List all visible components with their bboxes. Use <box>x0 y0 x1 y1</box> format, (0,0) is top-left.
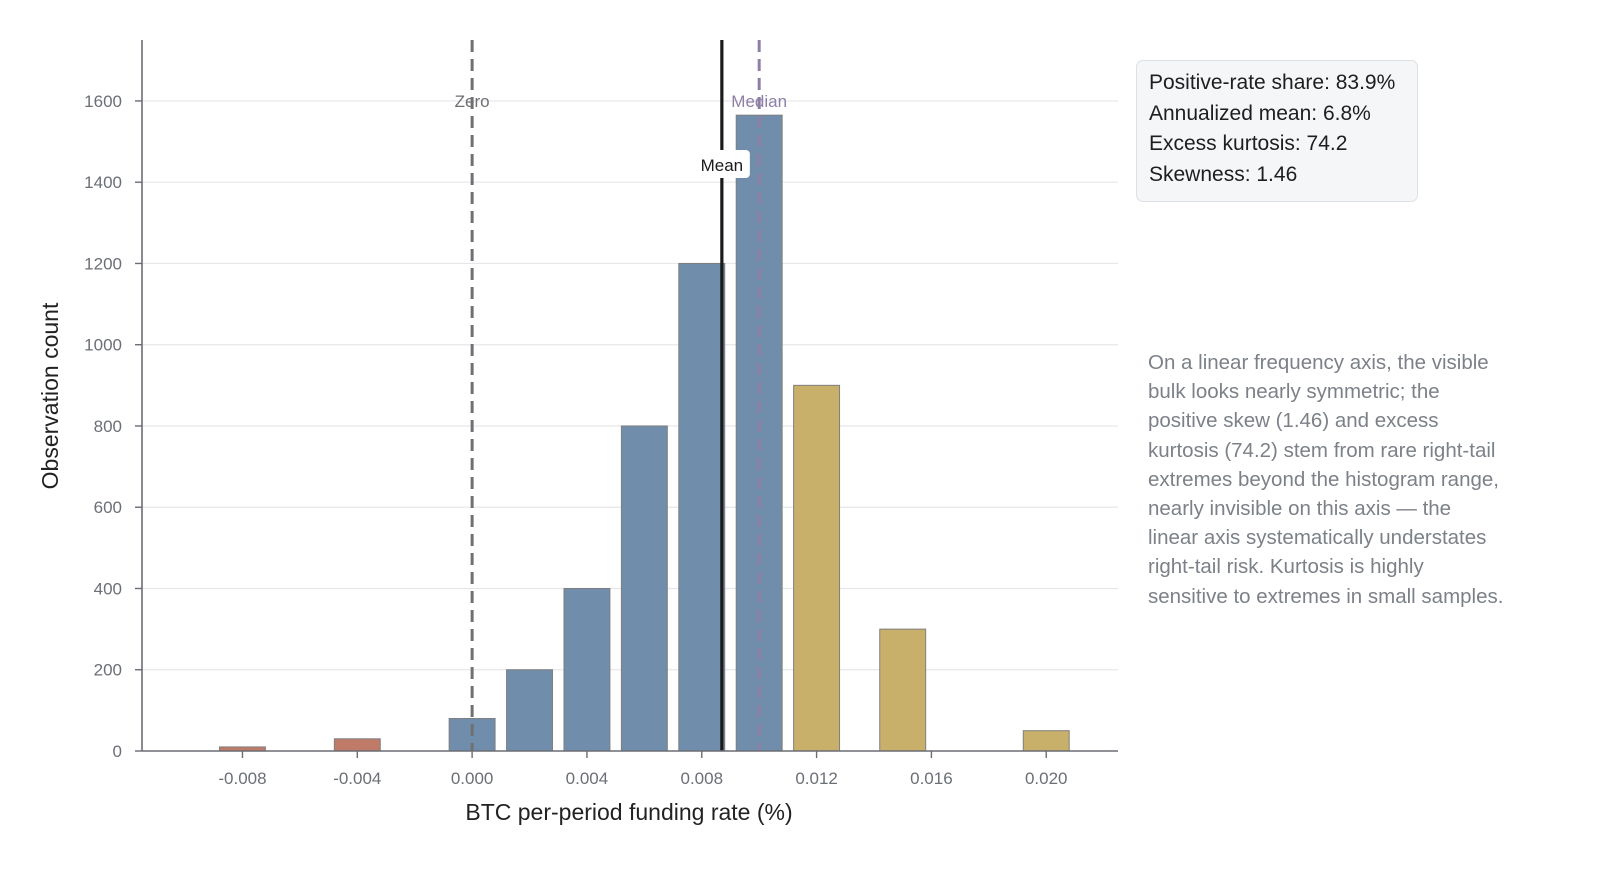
note-line: right-tail risk. Kurtosis is highly <box>1148 555 1424 579</box>
y-axis-ticks: 0 200 400 600 800 1000 1200 1400 1600 <box>84 92 142 761</box>
stat-excess-kurtosis: Excess kurtosis: 74.2 <box>1149 132 1348 155</box>
y-tick-label: 400 <box>94 579 122 598</box>
x-tick-label: -0.008 <box>218 769 266 788</box>
bar-tail <box>879 628 927 752</box>
bar-tail <box>1022 730 1070 752</box>
y-tick-label: 1200 <box>84 254 122 273</box>
bar-negative <box>333 738 381 752</box>
x-tick-label: 0.008 <box>680 769 723 788</box>
median-label: Median <box>731 92 787 111</box>
note-line: kurtosis (74.2) stem from rare right-tai… <box>1148 438 1496 462</box>
stat-positive-share: Positive-rate share: 83.9% <box>1149 71 1396 94</box>
histogram-chart: Zero Mean Median -0.008 -0.004 0.000 0.004 0.0… <box>37 40 1118 825</box>
note-line: extremes beyond the histogram range, <box>1148 467 1499 491</box>
note-line: bulk looks nearly symmetric; the <box>1148 380 1440 404</box>
x-tick-label: 0.000 <box>451 769 494 788</box>
mean-label-background <box>694 150 750 178</box>
mean-label: Mean <box>701 156 744 175</box>
reference-lines: Zero Mean Median <box>455 40 787 751</box>
x-tick-label: -0.004 <box>333 769 381 788</box>
x-tick-label: 0.016 <box>910 769 953 788</box>
bar-core <box>678 262 726 752</box>
zero-label: Zero <box>455 92 490 111</box>
y-tick-label: 1000 <box>84 336 122 355</box>
axes <box>141 40 1118 752</box>
stat-annualized-mean: Annualized mean: 6.8% <box>1149 101 1371 125</box>
note-line: sensitive to extremes in small samples. <box>1148 584 1504 608</box>
y-tick-label: 800 <box>94 417 122 436</box>
note-line: nearly invisible on this axis — the <box>1148 497 1452 521</box>
summary-stats-box: Positive-rate share: 83.9% Annualized me… <box>1136 60 1418 202</box>
y-tick-label: 1400 <box>84 173 122 192</box>
y-tick-label: 600 <box>94 498 122 517</box>
bar-core <box>620 425 668 752</box>
y-tick-label: 200 <box>94 661 122 680</box>
x-tick-label: 0.004 <box>566 769 609 788</box>
histogram-bars <box>219 114 1070 752</box>
bar-tail <box>793 384 841 752</box>
x-axis-ticks: -0.008 -0.004 0.000 0.004 0.008 0.012 0.016 0.0… <box>218 751 1068 788</box>
note-line: positive skew (1.46) and excess <box>1148 409 1439 433</box>
bar-core <box>506 669 553 752</box>
x-tick-label: 0.020 <box>1025 769 1068 788</box>
note-line: On a linear frequency axis, the visible <box>1148 351 1489 374</box>
y-tick-label: 1600 <box>84 92 122 111</box>
x-tick-label: 0.012 <box>795 769 838 788</box>
x-axis-title: BTC per-period funding rate (%) <box>465 799 792 825</box>
y-tick-label: 0 <box>113 742 122 761</box>
bar-core <box>563 587 611 752</box>
annotation-note: On a linear frequency axis, the visible … <box>1148 348 1568 611</box>
y-axis-title: Observation count <box>37 302 63 489</box>
note-line: linear axis systematically understates <box>1148 526 1487 550</box>
stat-skewness: Skewness: 1.46 <box>1149 162 1298 186</box>
